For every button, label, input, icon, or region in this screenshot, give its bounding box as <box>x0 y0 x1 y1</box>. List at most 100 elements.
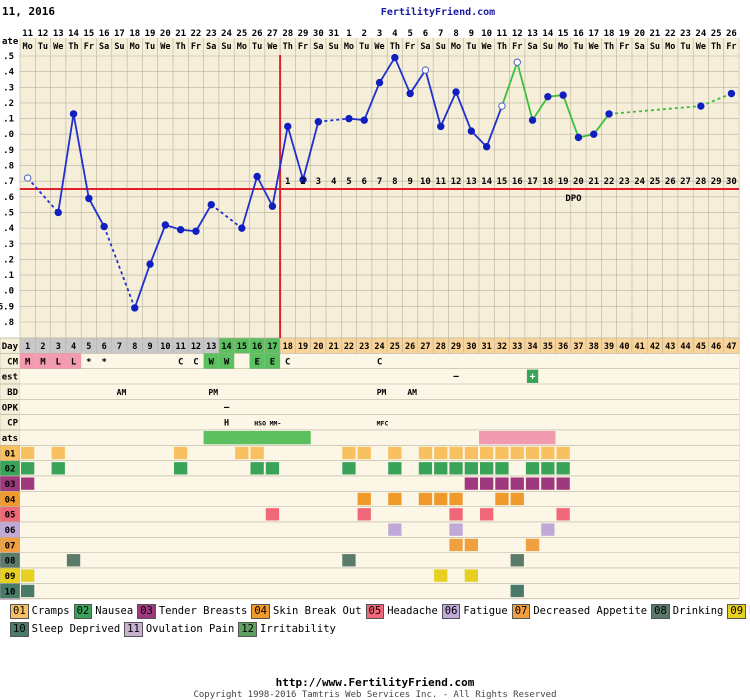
date-label: 29 <box>298 29 309 39</box>
symptom-cell <box>464 446 478 460</box>
temp-point <box>192 227 200 235</box>
legend-item: 09Back <box>727 603 750 619</box>
temp-segment <box>286 126 304 180</box>
symptom-cell <box>449 462 463 475</box>
temp-segment <box>149 224 167 265</box>
cycle-day-label: 28 <box>436 342 446 352</box>
temp-point <box>253 172 261 181</box>
temp-point <box>161 221 170 229</box>
row-bg <box>20 368 740 384</box>
symptom-cell <box>342 554 356 567</box>
cycle-day-label: 26 <box>405 342 415 352</box>
symptom-cell <box>541 523 555 536</box>
chart-table-rows <box>0 337 740 600</box>
temp-segment <box>88 197 105 227</box>
weekday-label: Su <box>436 42 446 52</box>
cm-marker: L <box>56 357 62 367</box>
weekday-label: Fr <box>191 42 201 52</box>
cycle-day-label: 33 <box>512 342 522 352</box>
legend-swatch: 05 <box>365 603 385 619</box>
cm-marker: * <box>86 357 91 367</box>
y-tick-label: .5 <box>3 208 14 218</box>
footer-copyright: Copyright 1998-2016 Tamtris Web Services… <box>193 690 557 700</box>
cycle-day-label: 20 <box>313 342 323 352</box>
temp-segment <box>302 121 320 180</box>
temp-segment <box>256 176 274 207</box>
cycle-day-cell <box>723 337 740 354</box>
symptom-cell <box>418 492 433 506</box>
weekday-label: Fr <box>405 42 415 52</box>
date-label: 22 <box>665 29 676 39</box>
symptom-cell <box>418 462 433 475</box>
weekday-label: Mo <box>23 42 33 52</box>
y-tick-label: .6 <box>3 193 14 203</box>
date-label: 6 <box>423 29 428 39</box>
date-label: 18 <box>129 29 140 39</box>
symptom-cell <box>556 477 570 490</box>
row-bg <box>20 399 740 415</box>
row-label: 04 <box>5 495 16 505</box>
legend-label: Tender Breasts <box>158 605 248 617</box>
cycle-day-label: 35 <box>543 342 553 352</box>
cm-marker: C <box>178 357 183 367</box>
cm-marker: C <box>193 357 198 367</box>
cycle-day-label: 34 <box>527 342 537 352</box>
temp-point <box>268 202 277 210</box>
temp-point <box>482 143 491 151</box>
cycle-day-label: 22 <box>344 342 354 352</box>
temp-point <box>452 88 460 96</box>
temp-point <box>406 89 414 98</box>
dpo-number: 5 <box>346 177 351 187</box>
temp-point <box>176 225 185 234</box>
weekday-label: Fr <box>298 42 308 52</box>
symptom-cell <box>525 462 540 475</box>
symptom-cell <box>525 477 540 490</box>
date-label: 23 <box>206 29 217 39</box>
weekday-label: We <box>482 42 492 52</box>
temp-segment <box>318 117 350 123</box>
row-bg <box>20 598 740 600</box>
dpo-number: 13 <box>466 177 477 187</box>
symptom-cell <box>480 462 494 475</box>
date-label: 11 <box>22 29 33 39</box>
temp-point <box>314 118 323 126</box>
opk-marker: − <box>224 402 230 413</box>
date-label: 15 <box>558 29 569 39</box>
symptom-cell <box>434 446 448 460</box>
dpo-number: 25 <box>650 177 661 187</box>
row-label: 02 <box>5 465 16 475</box>
weekday-label: Su <box>543 42 553 52</box>
cycle-day-label: 31 <box>482 342 492 352</box>
row-bg <box>20 491 740 507</box>
y-tick-label: .3 <box>3 240 14 250</box>
legend-item: 08 Drinking <box>651 603 723 619</box>
chart-site-title[interactable]: FertilityFriend.com <box>381 6 495 18</box>
dpo-number: 19 <box>558 177 569 187</box>
date-label: 31 <box>328 29 339 39</box>
temp-point <box>360 116 368 124</box>
temp-point <box>513 58 521 66</box>
cycle-day-label: 1 <box>25 342 30 352</box>
chart-date-label: 11, 2016 <box>2 5 55 18</box>
legend-label: Fatigue <box>463 605 508 617</box>
date-label: 13 <box>527 29 538 39</box>
cycle-day-label: 41 <box>635 342 645 352</box>
symptom-cell <box>388 462 402 475</box>
symptom-cell <box>495 462 509 475</box>
weekday-label: We <box>267 42 277 52</box>
bd-marker: PM <box>377 388 387 397</box>
y-tick-label: .8 <box>3 162 14 172</box>
date-label: 16 <box>573 29 584 39</box>
footer-url[interactable]: http://www.FertilityFriend.com <box>275 676 475 689</box>
cycle-day-label: 39 <box>604 342 614 352</box>
cm-marker: E <box>254 357 259 367</box>
weekday-label: Mo <box>344 42 354 52</box>
temp-axis-label: ate <box>2 37 19 47</box>
cycle-day-label: 16 <box>252 342 262 352</box>
weekday-label: Sa <box>206 42 216 52</box>
date-label: 10 <box>481 29 492 39</box>
weekday-label: Th <box>390 42 400 52</box>
row-bg <box>20 460 740 476</box>
row-bg <box>20 475 740 492</box>
row-label: ats <box>2 434 18 444</box>
